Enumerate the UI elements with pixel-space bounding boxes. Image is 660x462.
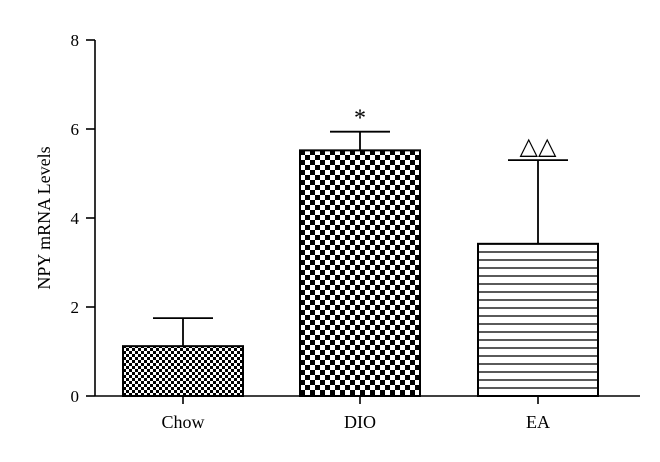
bar-dio	[299, 149, 421, 397]
bars-group: Chow DIO * EA △△	[122, 106, 599, 432]
y-tick-label: 8	[71, 31, 80, 50]
y-axis: 0 2 4 6 8	[71, 31, 96, 406]
y-tick-label: 4	[71, 209, 80, 228]
x-tick-label: DIO	[344, 412, 376, 432]
significance-marker: *	[354, 106, 366, 132]
y-tick-label: 2	[71, 298, 80, 317]
y-tick-label: 0	[71, 387, 80, 406]
bar-group-ea: EA △△	[477, 134, 599, 432]
significance-marker: △△	[520, 134, 557, 160]
x-tick-label: EA	[526, 412, 550, 432]
bar-group-dio: DIO *	[299, 106, 421, 432]
y-tick-label: 6	[71, 120, 80, 139]
x-tick-label: Chow	[161, 412, 204, 432]
bar-group-chow: Chow	[122, 317, 244, 432]
bar-ea	[477, 242, 599, 397]
bar-chow	[122, 345, 244, 398]
y-axis-label: NPY mRNA Levels	[34, 146, 54, 289]
